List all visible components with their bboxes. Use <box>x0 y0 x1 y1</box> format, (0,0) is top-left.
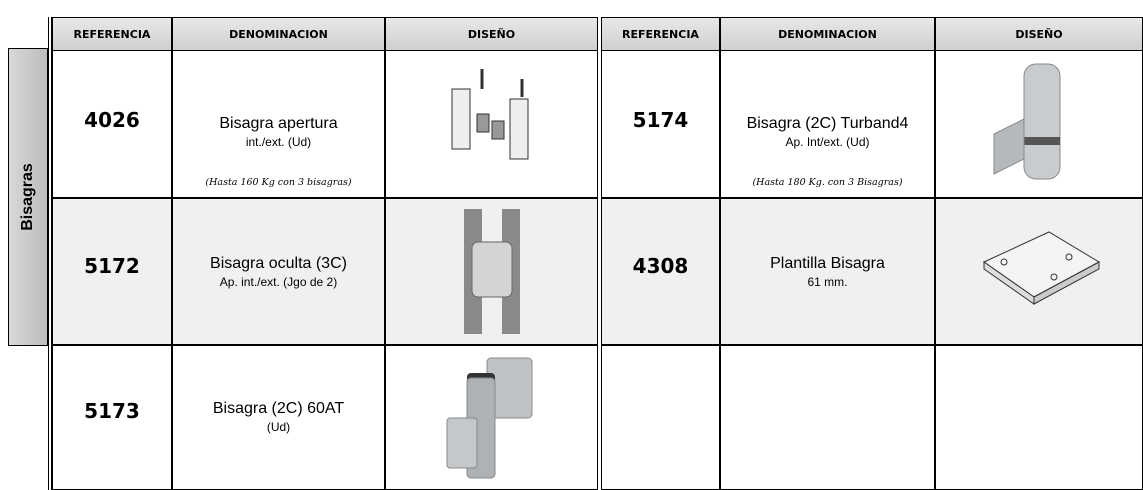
reference: 5174 <box>632 108 689 132</box>
table-cell <box>52 345 172 490</box>
table-cell <box>601 50 720 198</box>
column-header: DENOMINACION <box>172 17 385 51</box>
table-cell <box>720 345 935 490</box>
product-name: Bisagra (2C) 60AT <box>212 400 345 417</box>
table-cell <box>720 198 935 345</box>
product-image <box>983 230 1101 305</box>
table-cell <box>935 345 1143 490</box>
product-detail: (Ud) <box>266 420 291 434</box>
divider <box>597 17 602 490</box>
product-detail: Ap. Int/ext. (Ud) <box>785 135 870 149</box>
product-image <box>463 208 520 334</box>
product-name: Plantilla Bisagra <box>770 255 885 272</box>
divider <box>48 17 52 490</box>
product-name: Bisagra (2C) Turband4 <box>746 115 909 132</box>
product-detail: 61 mm. <box>807 275 848 289</box>
column-header: REFERENCIA <box>52 17 172 51</box>
column-header: REFERENCIA <box>601 17 720 51</box>
table-cell <box>52 50 172 198</box>
table-cell <box>172 198 385 345</box>
product-image <box>446 357 532 478</box>
product-image <box>451 69 528 160</box>
product-note: (Hasta 180 Kg. con 3 Bisagras) <box>752 177 903 188</box>
column-header: DISEÑO <box>385 17 598 51</box>
product-name: Bisagra oculta (3C) <box>210 255 347 272</box>
product-name: Bisagra apertura <box>219 115 338 132</box>
table-cell <box>601 198 720 345</box>
side-label-box: Bisagras <box>8 48 48 346</box>
table-cell <box>720 50 935 198</box>
product-detail: Ap. int./ext. (Jgo de 2) <box>219 275 338 289</box>
column-header: DISEÑO <box>935 17 1143 51</box>
product-note: (Hasta 160 Kg con 3 bisagras) <box>205 177 352 188</box>
reference: 4026 <box>84 108 140 132</box>
reference: 4308 <box>632 254 689 278</box>
reference: 5173 <box>84 399 140 423</box>
table-cell <box>601 345 720 490</box>
product-image <box>993 63 1061 180</box>
column-header: DENOMINACION <box>720 17 935 51</box>
reference: 5172 <box>84 254 140 278</box>
product-detail: int./ext. (Ud) <box>245 135 312 149</box>
side-label: Bisagras <box>19 163 36 231</box>
table-cell <box>52 198 172 345</box>
table-cell <box>172 50 385 198</box>
